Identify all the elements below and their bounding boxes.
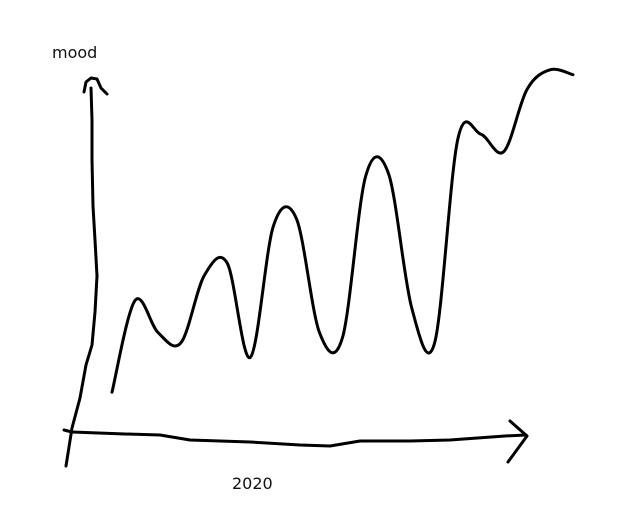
x-axis-arrowhead	[506, 419, 529, 464]
y-axis-line	[64, 86, 99, 468]
x-axis-label: 2020	[232, 474, 273, 493]
y-axis-label: mood	[52, 43, 97, 62]
line-series-group	[110, 67, 575, 394]
y-axis-arrowhead	[82, 76, 109, 96]
mood-line	[110, 67, 575, 394]
x-axis-line	[62, 428, 528, 448]
